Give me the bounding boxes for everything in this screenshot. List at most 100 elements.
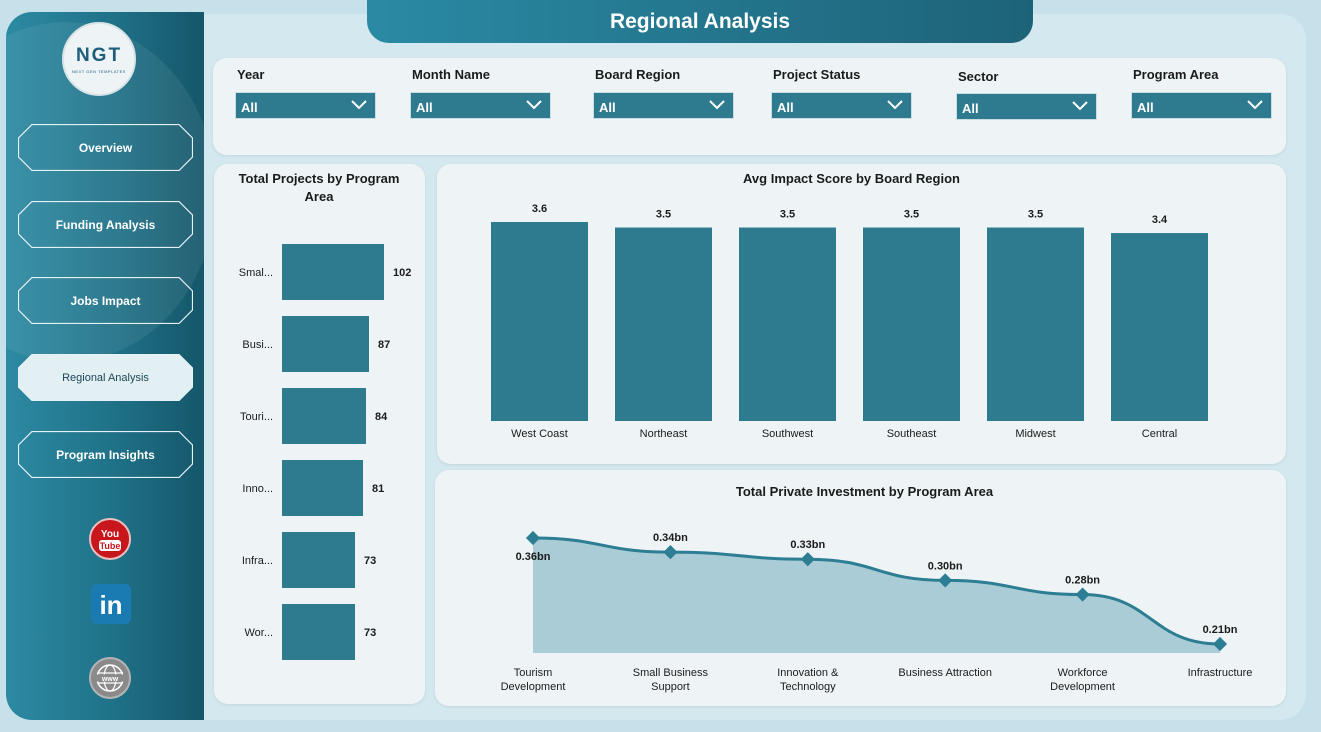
bar — [282, 388, 366, 444]
nav-funding-analysis-button[interactable]: Funding Analysis — [18, 201, 193, 248]
filter-project-status-value: All — [777, 100, 794, 115]
bar — [987, 227, 1084, 421]
filter-program-area-dropdown[interactable]: All — [1131, 92, 1272, 119]
category-label: Northeast — [640, 428, 688, 440]
category-label: Touri... — [240, 411, 273, 423]
filter-month-name-dropdown[interactable]: All — [410, 92, 551, 119]
filter-month-name-value: All — [416, 100, 433, 115]
svg-text:www: www — [101, 676, 119, 683]
data-label: 84 — [375, 411, 388, 423]
data-label: 0.36bn — [516, 551, 551, 563]
category-label: Tourism — [514, 667, 553, 679]
chevron-down-icon — [709, 100, 725, 110]
category-label: Midwest — [1015, 428, 1055, 440]
projects-by-program-area-title: Total Projects by Program Area — [238, 171, 400, 204]
filter-sector-dropdown[interactable]: All — [956, 93, 1097, 120]
category-label: Innovation & — [777, 667, 839, 679]
data-label: 87 — [378, 339, 390, 351]
filter-year-label: Year — [237, 67, 265, 82]
data-point — [800, 552, 815, 567]
filter-board-region-value: All — [599, 100, 616, 115]
svg-text:You: You — [101, 529, 119, 540]
web-icon[interactable]: www — [89, 657, 131, 699]
category-label: Small Business — [633, 667, 709, 679]
data-label: 73 — [364, 627, 376, 639]
bar — [282, 532, 355, 588]
nav-overview-button[interactable]: Overview — [18, 124, 193, 171]
filter-project-status-label: Project Status — [773, 67, 861, 82]
nav-program-insights-button[interactable]: Program Insights — [18, 431, 193, 478]
filter-board-region-label: Board Region — [595, 67, 681, 82]
category-label: Inno... — [242, 483, 273, 495]
filter-board-region-dropdown[interactable]: All — [593, 92, 734, 119]
bar — [615, 227, 712, 421]
private-investment-title: Total Private Investment by Program Area — [735, 484, 994, 499]
data-point — [525, 530, 541, 546]
nav-button-shape-active — [18, 354, 193, 401]
data-label: 3.5 — [780, 209, 795, 221]
linkedin-glyph: in — [99, 590, 122, 620]
nav-regional-analysis-button[interactable]: Regional Analysis — [18, 354, 193, 401]
logo-subtext: NEXT GEN TEMPLATES — [72, 68, 126, 74]
nav-jobs-impact-label: Jobs Impact — [70, 293, 141, 308]
bar — [491, 222, 588, 421]
data-label: 3.4 — [1152, 214, 1168, 226]
chevron-down-icon — [526, 100, 542, 110]
data-label: 0.21bn — [1203, 624, 1238, 636]
category-label: Infrastructure — [1188, 667, 1253, 679]
bar — [739, 227, 836, 421]
globe-glyph: www — [96, 664, 124, 692]
filter-panel — [213, 58, 1286, 155]
data-label: 0.28bn — [1065, 575, 1100, 587]
data-label: 0.30bn — [928, 560, 963, 572]
category-label: Infra... — [242, 555, 273, 567]
nav-button-shape — [18, 277, 193, 324]
data-label: 3.6 — [532, 203, 547, 215]
bar — [282, 316, 369, 372]
data-label: 0.33bn — [790, 539, 825, 551]
bar — [282, 460, 363, 516]
category-label: Workforce — [1058, 667, 1108, 679]
nav-button-shape — [18, 124, 193, 171]
category-label: Wor... — [244, 627, 273, 639]
filter-project-status-dropdown[interactable]: All — [771, 92, 912, 119]
category-label: Technology — [780, 681, 836, 693]
data-label: 102 — [393, 267, 411, 279]
category-label: Business Attraction — [898, 667, 992, 679]
filter-sector-label: Sector — [958, 69, 999, 84]
category-label: Smal... — [239, 267, 273, 279]
impact-by-region-chart: 3.6 West Coast 3.5 Northeast 3.5 Southwest 3.5… — [491, 203, 1208, 440]
data-point — [1212, 636, 1228, 652]
category-label: West Coast — [511, 428, 568, 440]
filter-sector-value: All — [962, 101, 979, 116]
bar — [863, 227, 960, 421]
nav-jobs-impact-button[interactable]: Jobs Impact — [18, 277, 193, 324]
chevron-down-icon — [1247, 100, 1263, 110]
linkedin-icon[interactable]: in — [91, 584, 131, 624]
category-label: Southwest — [762, 428, 813, 440]
category-label: Busi... — [242, 339, 273, 351]
chevron-down-icon — [1072, 101, 1088, 111]
data-label: 73 — [364, 555, 376, 567]
chevron-down-icon — [887, 100, 903, 110]
category-label: Southeast — [887, 428, 937, 440]
svg-text:in: in — [99, 590, 122, 620]
bar — [282, 244, 384, 300]
page-title-bar: Regional Analysis — [367, 0, 1033, 43]
youtube-icon[interactable]: You Tube — [89, 518, 131, 560]
projects-by-program-area-chart: Smal... 102 Busi... 87 Touri... 84 Inno... 81 In… — [239, 244, 411, 660]
filter-year-dropdown[interactable]: All — [235, 92, 376, 119]
data-label: 0.34bn — [653, 532, 688, 544]
category-label: Development — [501, 681, 566, 693]
data-label: 3.5 — [1028, 209, 1043, 221]
filter-month-name-label: Month Name — [412, 67, 490, 82]
nav-overview-label: Overview — [78, 140, 133, 155]
filter-year-value: All — [241, 100, 258, 115]
category-label: Development — [1050, 681, 1115, 693]
youtube-glyph: You Tube — [99, 529, 121, 551]
bar — [282, 604, 355, 660]
data-label: 3.5 — [656, 209, 671, 221]
bar — [1111, 233, 1208, 421]
nav-program-insights-label: Program Insights — [56, 447, 155, 462]
page-title: Regional Analysis — [609, 9, 791, 33]
